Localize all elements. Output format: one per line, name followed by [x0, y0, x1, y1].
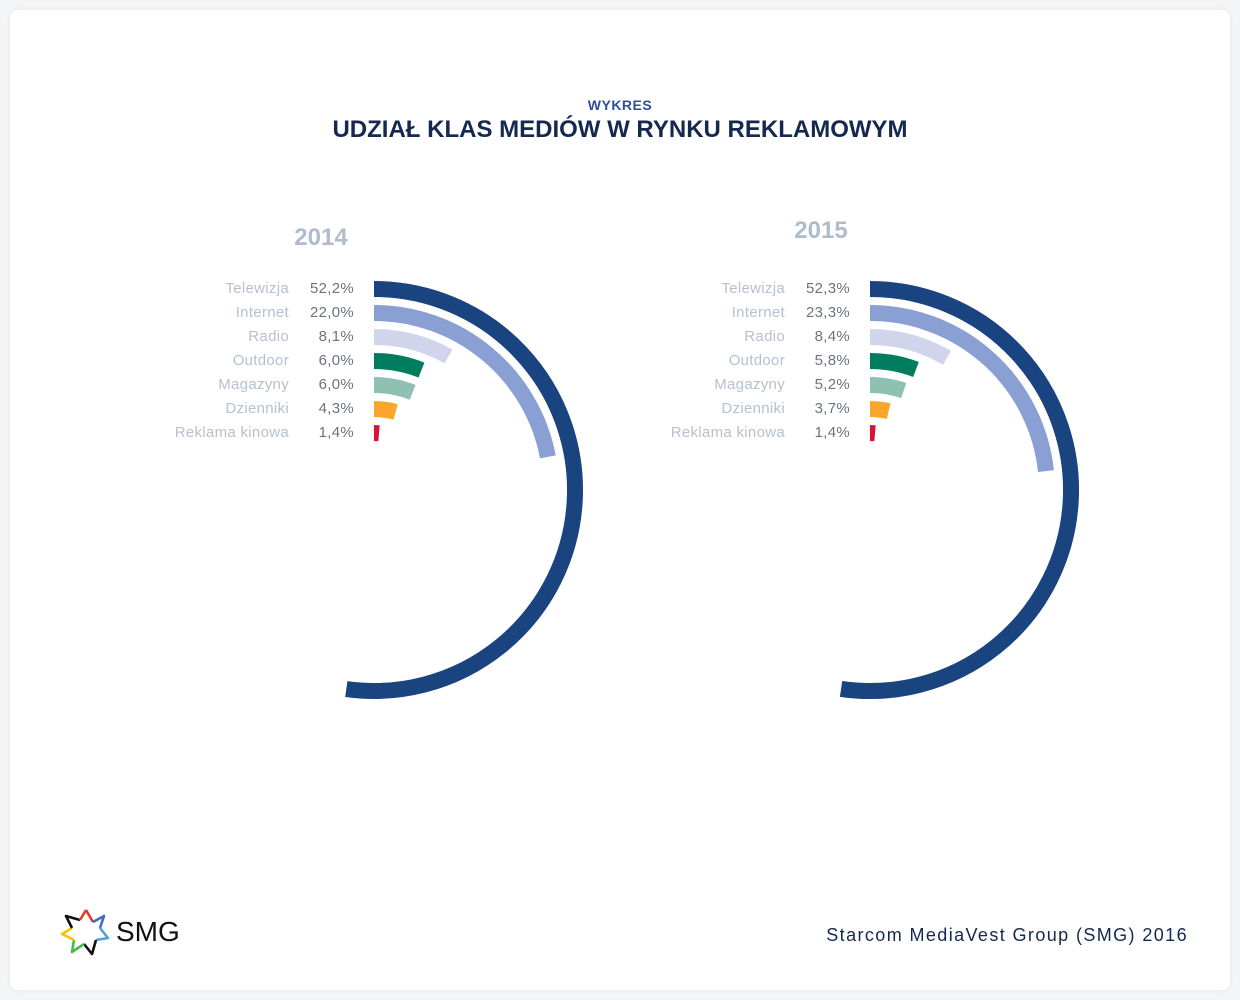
value-label: 5,8%	[814, 352, 850, 369]
arc-2014-internet	[373, 305, 556, 459]
legend-label: Dzienniki	[225, 400, 289, 417]
legend-label: Internet	[235, 304, 289, 321]
chart-2014-title: 2014	[294, 224, 348, 251]
value-label: 8,4%	[814, 328, 850, 345]
value-label: 4,3%	[318, 400, 354, 417]
value-label: 1,4%	[318, 424, 354, 441]
legend-label: Radio	[744, 328, 785, 345]
legend-label: Reklama kinowa	[174, 424, 289, 441]
legend-label: Telewizja	[721, 280, 785, 297]
value-label: 3,7%	[814, 400, 850, 417]
legend-label: Reklama kinowa	[670, 424, 785, 441]
arc-2014-dzienniki	[373, 401, 398, 420]
value-label: 22,0%	[309, 304, 354, 321]
value-label: 6,0%	[318, 376, 354, 393]
value-label: 52,3%	[805, 280, 850, 297]
legend-label: Magazyny	[714, 376, 785, 393]
arc-2014-outdoor	[373, 353, 425, 378]
legend-label: Magazyny	[218, 376, 289, 393]
legend-label: Telewizja	[225, 280, 289, 297]
smg-logo: SMG	[60, 906, 180, 958]
arc-2014-magazyny	[373, 377, 416, 400]
arc-2015-radio	[869, 329, 952, 365]
legend-label: Dzienniki	[721, 400, 785, 417]
value-label: 5,2%	[814, 376, 850, 393]
arc-2015-internet	[869, 305, 1054, 472]
arc-2015-outdoor	[869, 353, 919, 378]
smg-star-icon	[60, 909, 110, 956]
chart-title: UDZIAŁ KLAS MEDIÓW W RYNKU REKLAMOWYM	[332, 116, 908, 143]
arc-2015-dzienniki	[869, 401, 891, 420]
arc-2015-telewizja	[839, 281, 1080, 699]
logo-text: SMG	[116, 916, 180, 947]
legend-label: Outdoor	[728, 352, 785, 369]
arc-2014-radio	[373, 329, 453, 364]
legend-label: Radio	[248, 328, 289, 345]
legend-label: Internet	[731, 304, 785, 321]
value-label: 1,4%	[814, 424, 850, 441]
chart-2015-title: 2015	[794, 217, 848, 244]
chart-kicker: WYKRES	[587, 97, 653, 113]
value-label: 6,0%	[318, 352, 354, 369]
arc-2014-telewizja	[345, 281, 584, 699]
legend-label: Outdoor	[232, 352, 289, 369]
chart-card	[10, 10, 1230, 990]
value-label: 23,3%	[805, 304, 850, 321]
value-label: 8,1%	[318, 328, 354, 345]
arc-2015-magazyny	[869, 377, 907, 399]
source-note: Starcom MediaVest Group (SMG) 2016	[826, 925, 1188, 945]
value-label: 52,2%	[309, 280, 354, 297]
